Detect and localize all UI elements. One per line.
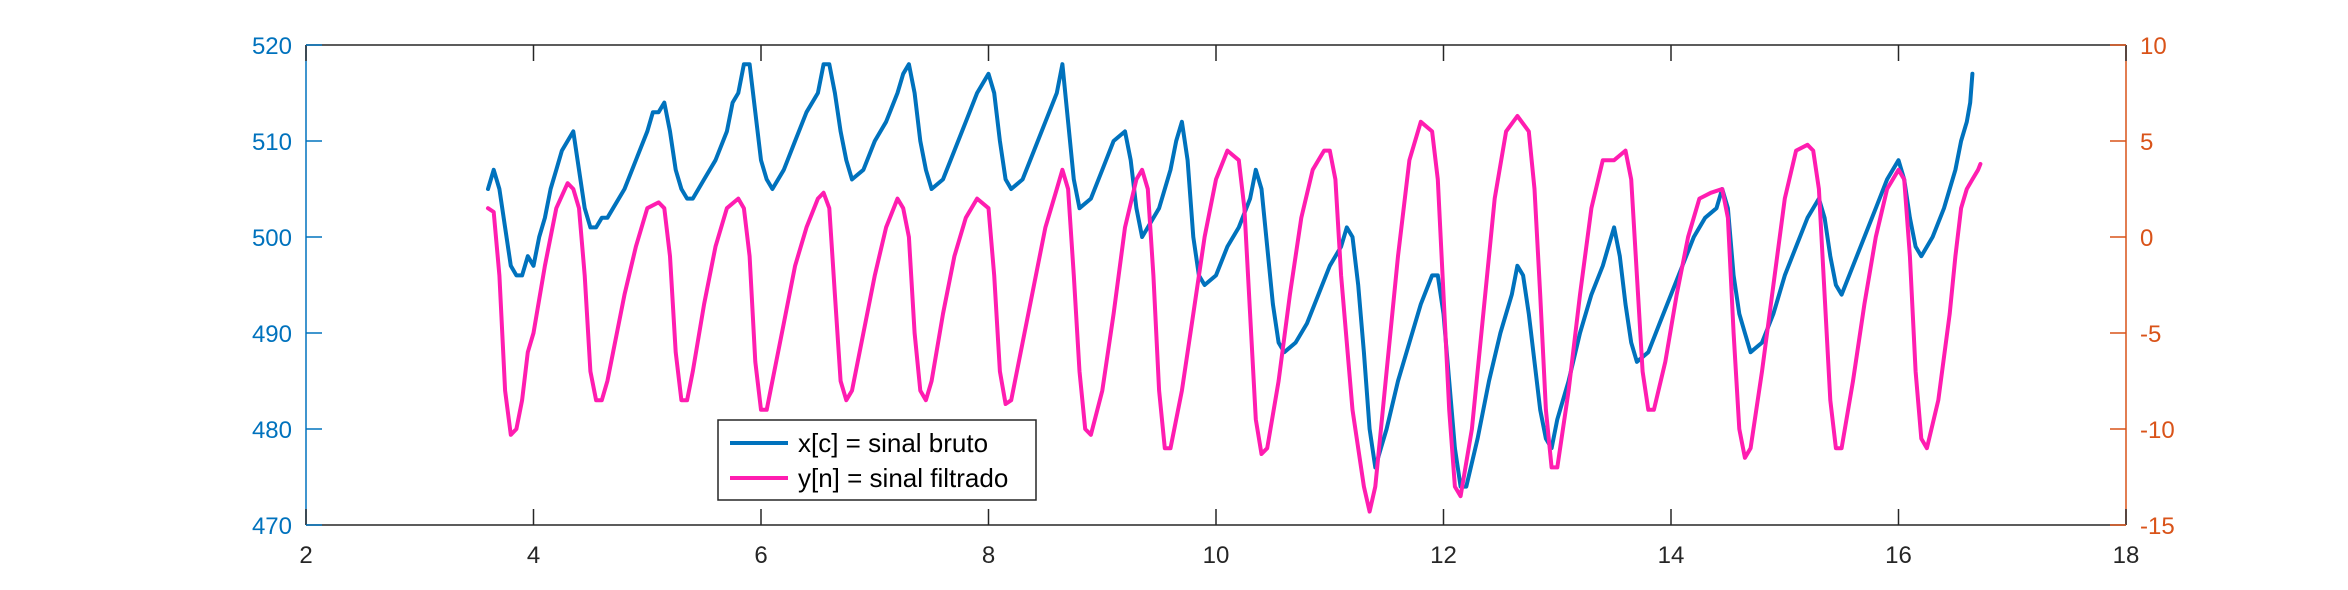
y-tick-label-right: -10 xyxy=(2140,417,2175,444)
x-tick-label: 10 xyxy=(1203,542,1230,569)
legend-box xyxy=(717,419,1037,501)
y-tick-label-left: 520 xyxy=(252,33,292,60)
legend-label-raw: x[c] = sinal bruto xyxy=(798,428,988,458)
y-tick-label-right: -5 xyxy=(2140,321,2161,348)
y-tick-label-left: 470 xyxy=(252,513,292,540)
ticks-layer: 2 4 6 8 10 12 14 16 18470480490500510520-15-10-5… xyxy=(252,33,2175,569)
series-line-filtered xyxy=(486,114,1983,514)
legend-label-filtered: y[n] = sinal filtrado xyxy=(798,463,1008,493)
x-tick-label: 18 xyxy=(2113,542,2140,569)
x-tick-label: 14 xyxy=(1658,542,1685,569)
x-tick-label: 12 xyxy=(1430,542,1457,569)
y-tick-label-left: 500 xyxy=(252,225,292,252)
series-layer xyxy=(486,62,1983,514)
series-line-raw xyxy=(486,62,1975,489)
y-tick-label-right: 5 xyxy=(2140,129,2153,156)
x-tick-label: 6 xyxy=(754,542,767,569)
y-tick-label-right: 10 xyxy=(2140,33,2167,60)
legend: x[c] = sinal bruto y[n] = sinal filtrado xyxy=(717,419,1037,501)
x-tick-label: 16 xyxy=(1885,542,1912,569)
x-tick-label: 2 xyxy=(299,542,312,569)
y-tick-label-right: -15 xyxy=(2140,513,2175,540)
y-tick-label-left: 490 xyxy=(252,321,292,348)
x-tick-label: 8 xyxy=(982,542,995,569)
y-tick-label-left: 510 xyxy=(252,129,292,156)
y-tick-label-left: 480 xyxy=(252,417,292,444)
x-tick-label: 4 xyxy=(527,542,540,569)
plot-area xyxy=(306,45,2126,525)
y-tick-label-right: 0 xyxy=(2140,225,2153,252)
